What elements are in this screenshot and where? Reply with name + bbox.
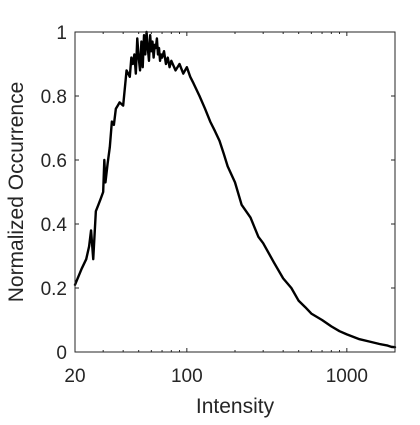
series-line (73, 30, 397, 349)
x-tick-label: 1000 (326, 366, 368, 387)
y-tick-label: 0.4 (41, 215, 68, 236)
y-tick-label: 1 (56, 23, 67, 44)
y-tick-label: 0.6 (41, 151, 67, 172)
plot-layer (73, 30, 397, 349)
y-tick-label: 0 (56, 343, 67, 364)
y-tick-label: 0.2 (41, 279, 67, 300)
x-tick-label: 20 (64, 366, 85, 387)
ticks-layer: 20 100 1000 0 0.2 0.4 0.6 0.8 1 (41, 23, 395, 387)
x-axis-label: Intensity (196, 395, 275, 418)
plot-frame (74, 31, 396, 353)
y-tick-label: 0.8 (41, 87, 67, 108)
x-tick-label: 100 (171, 366, 203, 387)
y-axis-label: Normalized Occurrence (5, 82, 28, 303)
labels-layer: Intensity Normalized Occurrence (5, 82, 275, 418)
